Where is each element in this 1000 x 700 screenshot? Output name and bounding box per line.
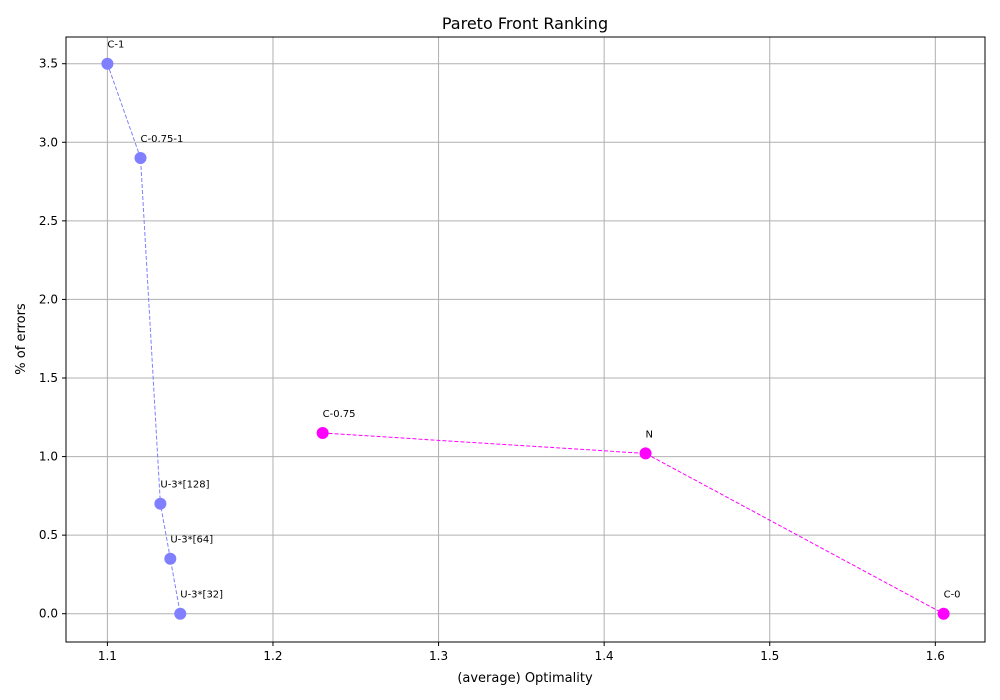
data-label: C-1 bbox=[107, 40, 124, 51]
axis-ticks: 1.1 1.2 1.3 1.4 1.5 1.6 0.0 0.5 1.0 1.5 2.0 2.5 3.0 3… bbox=[39, 57, 945, 663]
chart-title: Pareto Front Ranking bbox=[442, 14, 608, 33]
plot-frame bbox=[65, 36, 986, 643]
series-0: C-1 C-0.75-1 U-3*[128] U-3*[64] U-3*[32] bbox=[101, 40, 223, 620]
y-tick-label: 1.5 bbox=[39, 371, 58, 385]
data-label: N bbox=[646, 429, 653, 440]
grid bbox=[66, 37, 985, 642]
x-tick-label: 1.1 bbox=[98, 649, 117, 663]
data-point bbox=[639, 447, 652, 460]
series-line bbox=[106, 63, 181, 614]
data-point bbox=[154, 497, 167, 510]
series-layer: C-1 C-0.75-1 U-3*[128] U-3*[64] U-3*[32] C-0.… bbox=[101, 40, 961, 620]
x-axis-label: (average) Optimality bbox=[457, 671, 593, 686]
y-tick-label: 2.0 bbox=[39, 292, 58, 306]
data-label: C-0.75 bbox=[323, 409, 356, 420]
series-line bbox=[322, 432, 944, 615]
y-tick-label: 3.0 bbox=[39, 135, 58, 149]
data-point bbox=[164, 552, 177, 565]
data-label: U-3*[32] bbox=[180, 590, 223, 601]
data-point bbox=[101, 57, 114, 70]
y-tick-label: 0.5 bbox=[39, 528, 58, 542]
data-label: U-3*[128] bbox=[160, 480, 209, 491]
y-axis-label: % of errors bbox=[14, 303, 29, 375]
x-tick-label: 1.5 bbox=[760, 649, 779, 663]
y-tick-label: 0.0 bbox=[39, 607, 58, 621]
data-label: C-0.75-1 bbox=[141, 134, 184, 145]
data-point bbox=[316, 427, 329, 439]
y-tick-label: 1.0 bbox=[39, 450, 58, 464]
y-tick-label: 2.5 bbox=[39, 214, 58, 228]
data-point bbox=[174, 607, 187, 620]
x-tick-label: 1.4 bbox=[595, 649, 614, 663]
data-label: U-3*[64] bbox=[170, 535, 213, 546]
x-tick-label: 1.3 bbox=[429, 649, 448, 663]
data-point bbox=[134, 152, 147, 164]
y-tick-label: 3.5 bbox=[39, 57, 58, 71]
series-1: C-0.75 N C-0 bbox=[316, 409, 961, 620]
x-tick-label: 1.6 bbox=[926, 649, 945, 663]
data-label: C-0 bbox=[944, 590, 961, 601]
data-point bbox=[937, 607, 950, 620]
x-tick-label: 1.2 bbox=[263, 649, 282, 663]
